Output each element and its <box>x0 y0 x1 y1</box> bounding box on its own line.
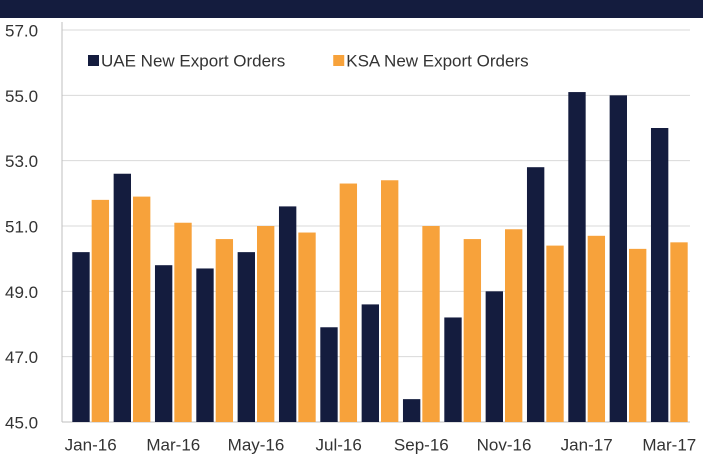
bar <box>422 226 440 422</box>
bar <box>650 128 669 422</box>
y-tick-label: 55.0 <box>5 87 38 106</box>
bar <box>361 304 379 422</box>
y-tick-label: 45.0 <box>5 413 38 432</box>
y-tick-label: 51.0 <box>5 217 38 236</box>
y-tick-label: 47.0 <box>5 348 38 367</box>
x-tick-label: Nov-16 <box>477 435 532 454</box>
bar <box>133 196 151 422</box>
legend-label: UAE New Export Orders <box>101 51 285 70</box>
bar <box>113 173 131 422</box>
bar <box>485 291 503 422</box>
bar <box>174 222 192 422</box>
bar <box>154 265 173 422</box>
bar <box>339 183 358 422</box>
y-tick-label: 57.0 <box>5 21 38 40</box>
bar <box>463 239 482 422</box>
bar <box>505 229 523 422</box>
bar <box>587 235 606 422</box>
bar <box>381 180 399 422</box>
x-tick-label: Sep-16 <box>394 435 449 454</box>
bar <box>402 399 421 422</box>
y-tick-label: 53.0 <box>5 152 38 171</box>
header-band <box>0 0 703 18</box>
bar <box>609 95 627 422</box>
bar <box>215 239 234 422</box>
bar <box>237 252 255 422</box>
y-tick-label: 49.0 <box>5 283 38 302</box>
bar <box>670 242 688 422</box>
bar <box>298 232 316 422</box>
bar <box>568 92 586 423</box>
x-tick-label: Jan-17 <box>561 435 613 454</box>
bar <box>546 245 564 422</box>
bar <box>278 206 297 422</box>
bar <box>444 317 462 422</box>
bar <box>196 268 214 422</box>
bar <box>257 226 275 422</box>
bar <box>526 167 545 422</box>
x-tick-label: Mar-17 <box>642 435 696 454</box>
x-tick-label: Jul-16 <box>316 435 362 454</box>
legend-swatch <box>88 55 99 66</box>
bar <box>91 199 110 422</box>
bar <box>629 248 647 422</box>
x-tick-label: Jan-16 <box>65 435 117 454</box>
x-tick-label: Mar-16 <box>146 435 200 454</box>
bar <box>320 327 338 422</box>
legend-label: KSA New Export Orders <box>346 51 528 70</box>
bar <box>72 252 90 422</box>
x-tick-label: May-16 <box>228 435 285 454</box>
legend-swatch <box>333 55 345 66</box>
